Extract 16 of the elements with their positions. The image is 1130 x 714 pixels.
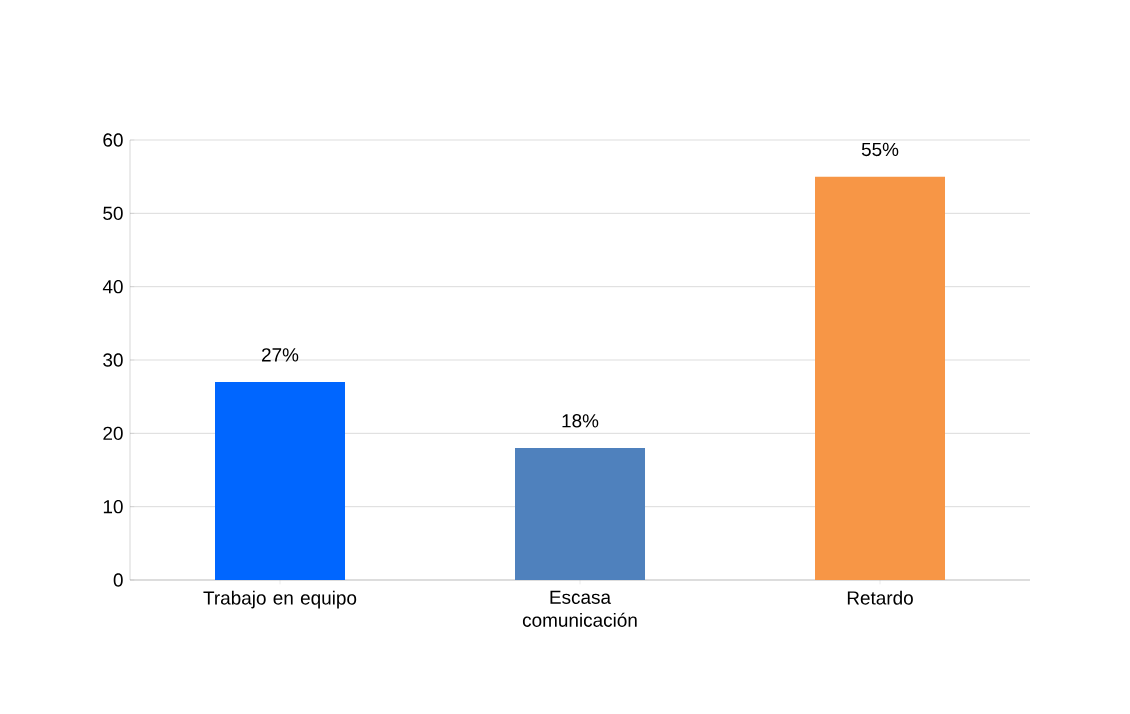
- x-tick-label: Retardo: [847, 590, 913, 605]
- x-tick-label: Escasa comunicación: [522, 590, 637, 627]
- y-tick-label: 50: [103, 206, 123, 221]
- y-tick-label: 0: [113, 573, 123, 587]
- data-label: 27%: [262, 348, 299, 362]
- bar: [215, 382, 345, 580]
- y-tick-label: 20: [103, 426, 123, 441]
- bar: [815, 176, 946, 580]
- x-tick-label: Trabajo en equipo: [203, 590, 357, 609]
- data-label: 18%: [562, 414, 599, 428]
- y-tick-label: 40: [102, 279, 123, 294]
- bar: [515, 448, 646, 580]
- y-tick-label: 30: [103, 353, 123, 367]
- y-tick-label: 10: [103, 499, 123, 514]
- data-label: 55%: [861, 142, 899, 157]
- y-tick-label: 60: [103, 133, 123, 147]
